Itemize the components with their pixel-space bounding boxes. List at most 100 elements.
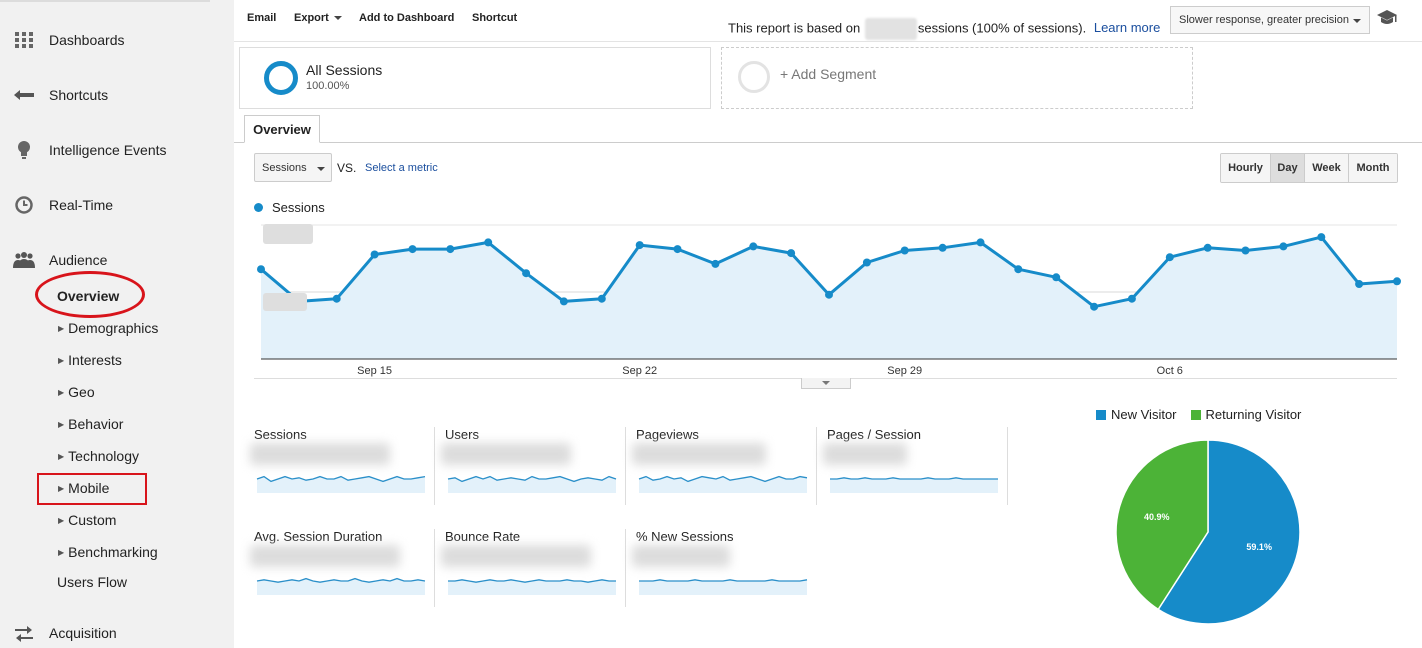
data-point[interactable] xyxy=(332,294,341,303)
sidebar-item-mobile[interactable]: ▶ Mobile xyxy=(58,480,109,496)
metric-tile[interactable]: % New Sessions xyxy=(632,529,826,607)
data-point[interactable] xyxy=(1052,273,1061,282)
chevron-down-icon xyxy=(333,16,342,21)
metric-tile[interactable]: Users xyxy=(441,427,635,505)
segment-name: All Sessions xyxy=(306,62,383,78)
triangle-right-icon: ▶ xyxy=(58,515,65,525)
sparkline xyxy=(448,579,616,595)
data-point[interactable] xyxy=(1279,242,1288,251)
tab-divider xyxy=(234,142,1422,143)
email-button[interactable]: Email xyxy=(247,12,277,24)
data-point[interactable] xyxy=(1127,294,1136,303)
sidebar-item-audience[interactable]: Audience xyxy=(0,248,107,272)
month-button[interactable]: Month xyxy=(1349,154,1397,182)
data-point[interactable] xyxy=(408,245,417,254)
data-point[interactable] xyxy=(825,290,833,299)
pie-slice-label: 59.1% xyxy=(1246,542,1272,552)
data-point[interactable] xyxy=(1317,233,1326,242)
add-to-dashboard-button[interactable]: Add to Dashboard xyxy=(359,12,455,24)
data-point[interactable] xyxy=(1241,246,1250,255)
data-point[interactable] xyxy=(522,269,531,278)
sidebar-item-acquisition[interactable]: Acquisition xyxy=(0,621,117,645)
data-point[interactable] xyxy=(673,245,682,254)
sparkline-line xyxy=(448,579,616,583)
data-point[interactable] xyxy=(976,238,985,247)
select-metric-link[interactable]: Select a metric xyxy=(365,162,438,174)
sparkline-area xyxy=(257,578,425,595)
legend-label-returning-visitor: Returning Visitor xyxy=(1205,407,1302,422)
add-segment-button[interactable]: + Add Segment xyxy=(721,47,1193,109)
metric-tile[interactable]: Pageviews xyxy=(632,427,826,505)
data-point[interactable] xyxy=(484,238,493,247)
sidebar-item-dashboards[interactable]: Dashboards xyxy=(0,28,125,52)
sparkline-line xyxy=(830,477,998,480)
data-point[interactable] xyxy=(711,259,720,268)
redacted-metric-value xyxy=(250,443,390,465)
sparkline-area xyxy=(639,579,807,595)
sidebar-item-label: Interests xyxy=(68,352,122,368)
data-point[interactable] xyxy=(446,245,455,254)
sidebar-item-shortcuts[interactable]: Shortcuts xyxy=(0,83,108,107)
data-point[interactable] xyxy=(257,265,265,274)
sparkline-area xyxy=(448,476,616,493)
collapse-chart-button[interactable] xyxy=(801,378,851,389)
data-point[interactable] xyxy=(1165,253,1174,262)
data-point[interactable] xyxy=(862,258,871,267)
data-point[interactable] xyxy=(1014,265,1023,274)
sidebar-item-custom[interactable]: ▶ Custom xyxy=(58,512,116,528)
data-point[interactable] xyxy=(370,250,379,259)
sidebar-item-label: Shortcuts xyxy=(49,87,109,103)
pie-slice[interactable] xyxy=(1115,439,1209,611)
sidebar-item-interests[interactable]: ▶ Interests xyxy=(58,352,122,368)
sidebar-item-label: Custom xyxy=(68,512,117,528)
tile-separator xyxy=(434,529,435,607)
metric-tile[interactable]: Bounce Rate xyxy=(441,529,635,607)
graduation-cap-icon[interactable] xyxy=(1376,9,1398,32)
sparkline-line xyxy=(638,475,808,483)
export-button[interactable]: Export xyxy=(294,12,342,24)
sidebar-item-users-flow[interactable]: Users Flow xyxy=(57,574,128,590)
tile-separator xyxy=(625,427,626,505)
data-point[interactable] xyxy=(787,249,796,258)
hourly-button[interactable]: Hourly xyxy=(1221,154,1271,182)
sidebar-item-intelligence-events[interactable]: Intelligence Events xyxy=(0,138,167,162)
metric-tile[interactable]: Sessions xyxy=(250,427,444,505)
day-button[interactable]: Day xyxy=(1271,154,1305,182)
week-button[interactable]: Week xyxy=(1305,154,1349,182)
sidebar-item-real-time[interactable]: Real-Time xyxy=(0,193,113,217)
data-point[interactable] xyxy=(900,246,909,255)
sparkline xyxy=(639,579,808,595)
metric-select[interactable]: Sessions xyxy=(254,153,332,182)
sidebar-item-demographics[interactable]: ▶ Demographics xyxy=(58,320,158,336)
metric-tile[interactable]: Avg. Session Duration xyxy=(250,529,444,607)
metric-tile[interactable]: Pages / Session xyxy=(823,427,1017,505)
pie-slice-label: 40.9% xyxy=(1144,512,1170,522)
data-point[interactable] xyxy=(1090,302,1099,311)
data-point[interactable] xyxy=(1355,280,1364,288)
data-point[interactable] xyxy=(1393,277,1401,286)
sidebar-item-geo[interactable]: ▶ Geo xyxy=(58,384,95,400)
data-point[interactable] xyxy=(1203,243,1212,252)
triangle-right-icon: ▶ xyxy=(58,387,65,397)
data-point[interactable] xyxy=(749,242,758,251)
sidebar-item-technology[interactable]: ▶ Technology xyxy=(58,448,139,464)
chevron-down-icon xyxy=(1353,19,1361,23)
data-point[interactable] xyxy=(597,294,606,303)
vs-label: VS. xyxy=(337,161,357,175)
data-point[interactable] xyxy=(635,241,644,250)
tab-overview[interactable]: Overview xyxy=(244,115,320,143)
metric-name: % New Sessions xyxy=(636,529,734,544)
chevron-down-icon xyxy=(822,381,830,385)
sidebar-item-behavior[interactable]: ▶ Behavior xyxy=(58,416,123,432)
data-point[interactable] xyxy=(938,243,947,252)
precision-select[interactable]: Slower response, greater precision xyxy=(1170,6,1370,34)
tile-separator xyxy=(1007,427,1008,505)
segment-all-sessions[interactable]: All Sessions 100.00% xyxy=(239,47,711,109)
redacted-metric-value xyxy=(441,443,571,465)
sidebar-item-label: Behavior xyxy=(68,416,124,432)
learn-more-link[interactable]: Learn more xyxy=(1093,20,1161,36)
pie-slice[interactable] xyxy=(1157,439,1301,625)
data-point[interactable] xyxy=(559,297,568,306)
sidebar-item-benchmarking[interactable]: ▶ Benchmarking xyxy=(58,544,158,560)
shortcut-button[interactable]: Shortcut xyxy=(472,12,518,24)
